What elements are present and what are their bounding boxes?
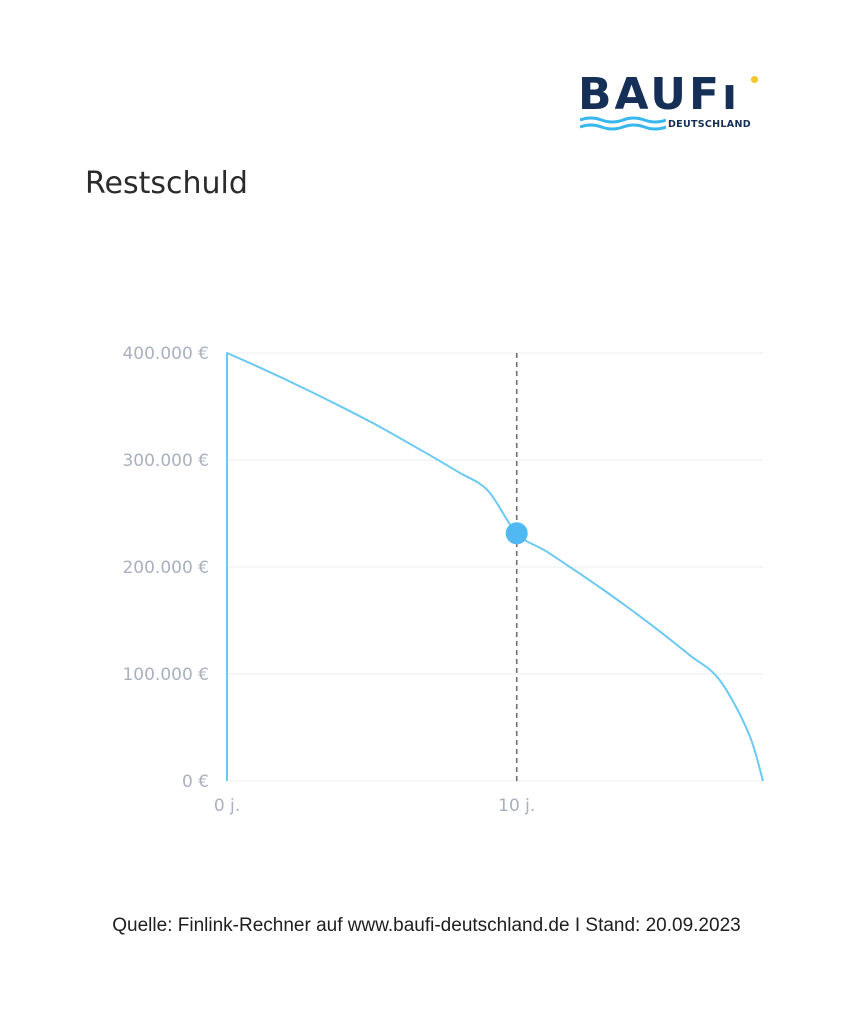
logo-wordmark: BAUFı: [578, 69, 741, 120]
wave-icon: [580, 116, 666, 131]
baufi-logo: BAUFı DEUTSCHLAND: [578, 70, 763, 132]
source-note: Quelle: Finlink-Rechner auf www.baufi-de…: [112, 915, 741, 936]
x-tick-label: 0 j.: [214, 796, 240, 816]
selected-point-marker: [505, 522, 528, 545]
restschuld-chart: 0 € 100.000 € 200.000 € 300.000 € 400.000 € 0…: [122, 344, 764, 816]
chart-title: Restschuld: [85, 166, 248, 201]
y-tick-label: 300.000 €: [122, 451, 209, 471]
y-tick-label: 0 €: [182, 772, 209, 792]
x-tick-label: 10 j.: [498, 796, 535, 816]
y-tick-label: 200.000 €: [122, 558, 209, 578]
y-tick-label: 400.000 €: [122, 344, 209, 364]
y-tick-label: 100.000 €: [122, 665, 209, 685]
logo-dot: [751, 76, 758, 83]
restschuld-series-line: [226, 352, 764, 782]
logo-subtitle: DEUTSCHLAND: [668, 119, 751, 130]
